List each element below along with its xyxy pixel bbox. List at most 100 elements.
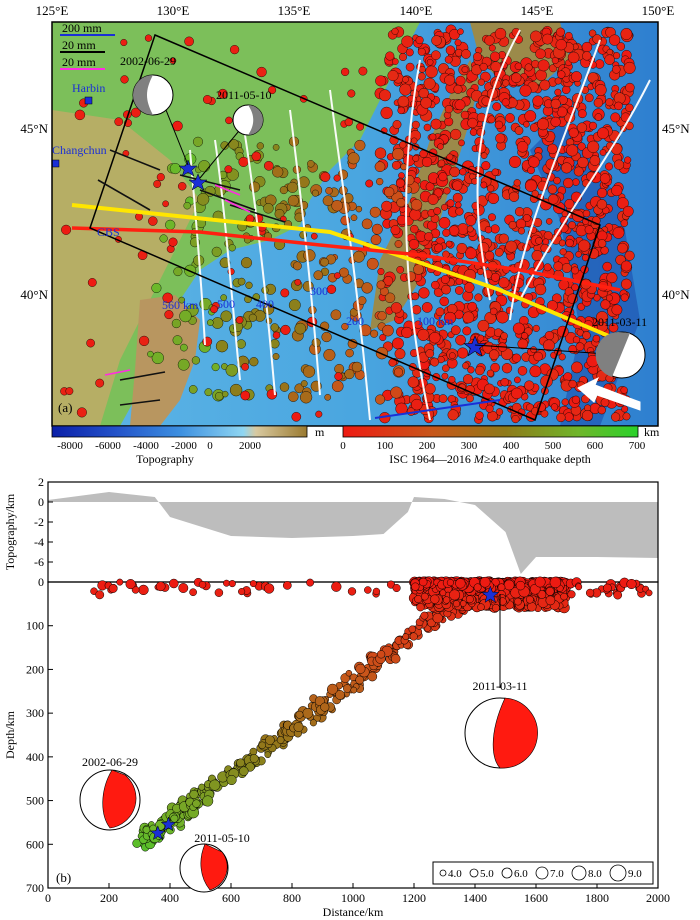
map-quake-dot <box>147 350 154 358</box>
map-quake-dot <box>620 386 628 394</box>
map-quake-dot <box>370 329 379 338</box>
map-quake-dot <box>502 79 510 87</box>
map-quake-dot <box>434 243 444 253</box>
map-quake-dot <box>206 319 214 326</box>
profile-quake-dot <box>189 588 197 597</box>
map-quake-dot <box>245 281 253 289</box>
map-quake-dot <box>169 57 177 64</box>
map-quake-dot <box>151 351 164 365</box>
map-quake-dot <box>376 178 384 186</box>
map-quake-dot <box>594 84 607 96</box>
profile-quake-dot <box>236 758 245 768</box>
map-quake-dot <box>165 219 176 231</box>
depth-tick-label: 400 <box>26 750 44 764</box>
map-quake-dot <box>345 348 354 358</box>
lat-tick-45-right: 45°N <box>662 121 690 136</box>
map-quake-dot <box>225 116 233 125</box>
map-quake-dot <box>444 55 453 64</box>
map-quake-dot <box>228 139 239 150</box>
map-quake-dot <box>610 112 621 123</box>
map-quake-dot <box>324 393 332 401</box>
map-quake-dot <box>611 184 623 197</box>
star-profile-2011-05-10 <box>160 816 177 832</box>
star-profile-2002-06-29 <box>150 825 166 840</box>
depth-tick-2: 200 <box>419 440 436 452</box>
map-quake-dot <box>610 412 621 422</box>
map-quake-dot <box>421 302 433 313</box>
lon-tick-125: 125°E <box>36 3 69 18</box>
x-tick-label: 0 <box>45 891 51 905</box>
map-quake-dot <box>411 398 423 411</box>
topo-tick-label: 2 <box>38 475 44 489</box>
map-quake-dot <box>431 50 441 61</box>
map-quake-dot <box>448 352 456 359</box>
profile-quake-dot <box>238 588 246 596</box>
map-quake-dot <box>490 307 498 316</box>
map-quake-dot <box>387 70 399 82</box>
map-quake-dot <box>374 161 386 172</box>
map-quake-dot <box>588 29 597 37</box>
map-quake-dot <box>420 97 433 109</box>
map-quake-dot <box>532 324 540 332</box>
map-quake-dot <box>616 197 629 210</box>
map-quake-dot <box>225 364 239 377</box>
topo-tick-2: -4000 <box>133 440 159 452</box>
map-quake-dot <box>614 101 623 111</box>
map-quake-dot <box>457 347 469 359</box>
map-quake-dot <box>427 194 439 205</box>
map-quake-dot <box>357 296 367 305</box>
map-quake-dot <box>217 88 228 99</box>
profile-quake-dot <box>116 578 124 586</box>
map-quake-dot <box>604 54 615 65</box>
map-quake-dot <box>413 264 424 275</box>
contour-label-500: 500 <box>217 297 235 311</box>
map-quake-dot <box>344 369 355 380</box>
city-label-harbin: Harbin <box>72 81 105 95</box>
map-quake-dot <box>500 378 509 387</box>
map-quake-dot <box>417 328 430 341</box>
magnitude-legend-circle <box>571 865 587 881</box>
map-quake-dot <box>445 45 456 55</box>
map-quake-dot <box>463 374 474 385</box>
depth-tick-1: 100 <box>377 440 394 452</box>
map-quake-dot <box>191 356 201 365</box>
x-tick-label: 1800 <box>585 891 609 905</box>
map-quake-dot <box>374 147 387 159</box>
topo-tick-label: -4 <box>34 535 44 549</box>
profile-quake-dot <box>350 686 358 694</box>
map-quake-dot <box>241 363 249 371</box>
map-quake-dot <box>517 366 528 376</box>
gps-arrows-magenta <box>104 184 251 376</box>
map-quake-dot <box>449 166 460 178</box>
magnitude-legend-label: 8.0 <box>588 868 602 880</box>
map-quake-dot <box>516 141 529 153</box>
map-quake-dot <box>467 117 478 129</box>
map-quake-dot <box>211 363 220 372</box>
contour-label-100: 100 km <box>417 314 454 328</box>
map-quake-dot <box>437 143 444 150</box>
map-quake-dot <box>444 311 457 324</box>
scale-legend: 200 mm 20 mm 20 mm <box>60 21 115 70</box>
profile-quake-dot <box>202 795 214 807</box>
map-quake-dot <box>558 353 566 361</box>
map-quake-dot <box>334 272 341 279</box>
map-quake-dot <box>375 75 387 87</box>
map-quake-dot <box>177 358 190 371</box>
map-quake-dot <box>272 331 281 339</box>
profile-quake-dot <box>439 589 447 597</box>
contour-label-300: 300 <box>310 284 328 298</box>
map-quake-dot <box>256 66 267 78</box>
map-quake-dot <box>421 156 433 168</box>
profile-xlabel: Distance/km <box>323 905 384 919</box>
map-quake-dot <box>162 200 169 208</box>
map-quake-dot <box>550 403 559 411</box>
beachball-2002-06-29 <box>132 74 174 116</box>
map-quake-dot <box>589 155 601 166</box>
depth-tick-label: 300 <box>26 706 44 720</box>
map-quake-dot <box>410 199 423 211</box>
map-quake-dot <box>501 98 510 107</box>
map-quake-dot <box>291 411 302 422</box>
map-quake-dot <box>433 207 442 215</box>
map-quake-dot <box>458 139 465 147</box>
